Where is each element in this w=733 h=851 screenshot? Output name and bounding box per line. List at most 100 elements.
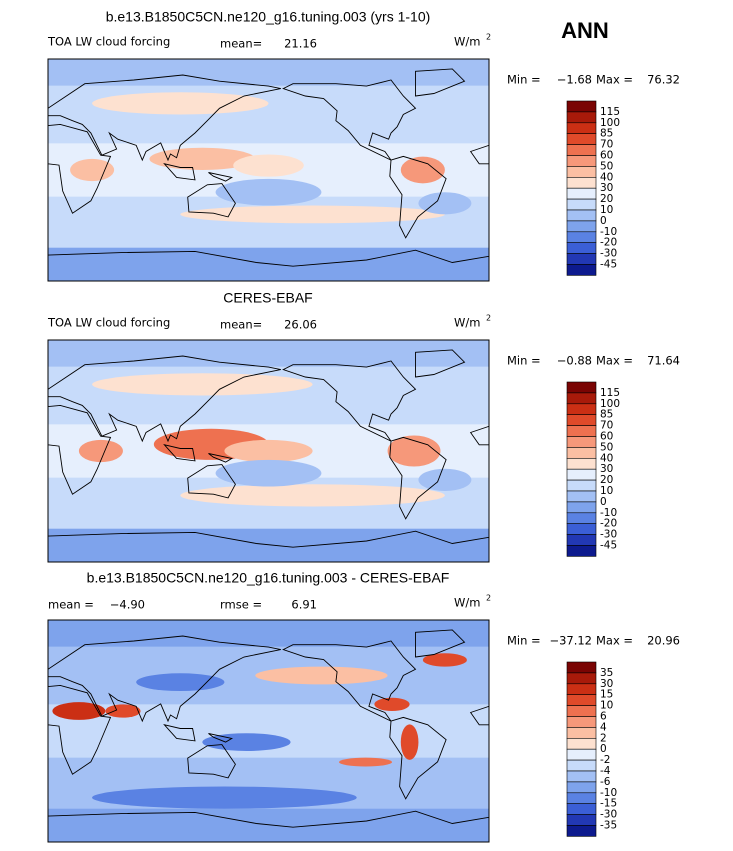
colorbar-label: -6 [600,776,611,788]
colorbar-swatch [566,694,597,706]
colorbar-label: 100 [600,117,620,129]
colorbar-swatch [566,166,597,178]
contour-region [180,484,445,507]
contour-region [374,697,410,712]
colorbar-swatch [566,727,597,739]
coastline [48,530,489,548]
contour-region [233,154,304,177]
panel-title: CERES-EBAF [223,290,312,306]
colorbar-swatch [566,672,597,685]
contour-region [92,373,313,396]
stat-value: −4.90 [110,598,145,612]
colorbar-swatch [566,792,597,804]
units: W/m [454,316,480,330]
contour-region [70,158,115,182]
contour-region [418,192,472,215]
colorbar-label: 2 [600,732,607,744]
coastline [48,74,281,162]
coastline [208,733,234,743]
coastline [187,744,236,779]
colorbar-label: -10 [600,507,617,519]
contour-region [180,205,445,224]
colorbar-swatch [566,144,597,156]
colorbar-swatch [566,512,597,524]
colorbar-label: 40 [600,452,613,464]
colorbar-swatch [566,523,597,535]
colorbar-swatch [566,414,597,426]
max-label: Max = [596,634,633,648]
max-value: 71.64 [647,354,680,368]
map-frame [47,339,490,563]
colorbar-swatch [566,748,597,761]
colorbar-label: -10 [600,787,617,799]
colorbar-label: 35 [600,667,613,679]
min-value: −37.12 [549,634,592,648]
map-frame [47,58,490,282]
min-label: Min = [507,73,541,87]
colorbar-label: 60 [600,150,613,162]
colorbar-label: 10 [600,204,613,216]
contour-region [92,786,357,809]
colorbar-label: -30 [600,809,617,821]
colorbar-swatch [566,545,597,557]
contour-region [52,702,106,720]
colorbar-swatch [566,436,597,448]
map-frame [47,619,490,843]
contour-region [400,156,445,184]
polar-band [48,528,489,562]
colorbar-swatch [566,479,597,492]
colorbar-swatch [566,803,597,815]
colorbar-swatch [566,814,597,826]
map [48,620,489,842]
coastline [48,355,281,443]
coastline [48,123,112,214]
contour-region [105,704,141,718]
stat-label: mean = [48,598,94,612]
coastline [469,425,489,446]
coastline [415,68,466,97]
colorbar-label: 85 [600,128,613,140]
colorbar-label: -4 [600,765,611,777]
colorbar-swatch [566,759,597,772]
colorbar-swatch [566,770,597,783]
contour-region [215,459,322,487]
max-label: Max = [596,73,633,87]
stat-value: 6.91 [291,598,317,612]
min-label: Min = [507,354,541,368]
coastline [48,810,489,828]
colorbar-label: 0 [600,743,607,755]
colorbar-swatch [566,737,597,750]
coastline [469,144,489,165]
colorbar-swatch [566,468,597,481]
coastline [415,349,466,378]
colorbar-swatch [566,253,597,265]
colorbar-swatch [566,242,597,254]
season-label: ANN [561,18,609,43]
colorbar-label: 0 [600,496,607,508]
colorbar-swatch [566,490,597,503]
colorbar-swatch [566,683,597,695]
colorbar-label: 20 [600,193,613,205]
coastline [469,705,489,726]
coastline [389,716,447,800]
coastline [208,172,234,182]
coastline [163,163,196,181]
colorbar-swatch [566,122,597,135]
colorbar-label: -30 [600,248,617,260]
stat-value: 26.06 [284,318,317,332]
colorbar-swatch [566,825,597,837]
colorbar-label: -35 [600,820,617,832]
stat-label: mean= [220,37,262,51]
colorbar-swatch [566,198,597,211]
colorbar-swatch [566,781,597,794]
coastline [282,640,417,722]
contour-region [92,92,269,115]
colorbar-label: -45 [600,259,617,271]
colorbar-swatch [566,187,597,200]
panel-title: b.e13.B1850C5CN.ne120_g16.tuning.003 (yr… [106,9,431,25]
colorbar-label: 70 [600,139,613,151]
min-label: Min = [507,634,541,648]
colorbar-label: 50 [600,160,613,172]
colorbar-swatch [566,133,597,145]
contour-region [422,653,467,667]
